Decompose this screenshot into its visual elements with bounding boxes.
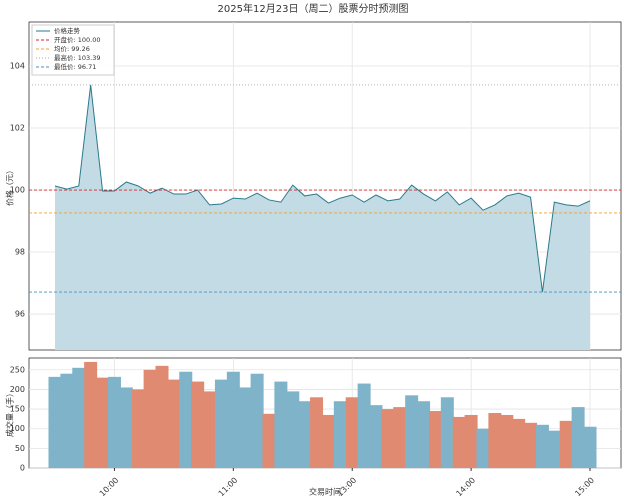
y-tick-label: 200 bbox=[10, 385, 25, 394]
x-tick-label: 14:00 bbox=[454, 476, 477, 499]
volume-bar bbox=[369, 405, 383, 468]
volume-bar bbox=[345, 397, 359, 468]
volume-bar bbox=[155, 365, 169, 468]
x-tick-label: 10:00 bbox=[98, 476, 121, 499]
volume-bar bbox=[131, 389, 145, 468]
volume-bar bbox=[107, 376, 121, 468]
y-tick-label: 100 bbox=[10, 186, 25, 195]
volume-bar bbox=[381, 409, 395, 468]
volume-bar bbox=[262, 413, 276, 468]
volume-bar bbox=[417, 401, 431, 468]
volume-bar bbox=[60, 373, 74, 468]
volume-bar bbox=[440, 397, 454, 468]
volume-bar bbox=[547, 430, 561, 468]
y-tick-label: 100 bbox=[10, 424, 25, 433]
legend-label: 均价: 99.26 bbox=[54, 44, 90, 53]
y-tick-label: 104 bbox=[10, 62, 25, 71]
y-tick-label: 96 bbox=[15, 310, 25, 319]
volume-bar bbox=[72, 367, 86, 468]
x-tick-label: 15:00 bbox=[573, 476, 596, 499]
volume-bar bbox=[571, 407, 585, 468]
volume-bar bbox=[357, 383, 371, 468]
volume-bar bbox=[203, 391, 217, 468]
volume-bar bbox=[333, 401, 347, 468]
legend-box bbox=[31, 24, 115, 76]
volume-bar bbox=[476, 428, 490, 468]
volume-bar bbox=[179, 371, 193, 468]
volume-bar bbox=[428, 411, 442, 468]
legend-label: 开盘价: 100.00 bbox=[54, 35, 101, 44]
y-tick-label: 250 bbox=[10, 365, 25, 374]
volume-bar bbox=[298, 401, 312, 468]
volume-bar bbox=[191, 381, 205, 468]
volume-bar bbox=[286, 391, 300, 468]
volume-bar bbox=[559, 420, 573, 468]
volume-bar bbox=[274, 381, 288, 468]
volume-bar bbox=[393, 407, 407, 468]
chart-title: 2025年12月23日（周二）股票分时预测图 bbox=[218, 2, 409, 15]
volume-bar bbox=[48, 376, 62, 468]
volume-bar bbox=[321, 414, 335, 468]
price-y-label: 价格（元） bbox=[5, 166, 15, 206]
volume-bar bbox=[250, 373, 264, 468]
legend-label: 价格走势 bbox=[54, 26, 81, 35]
volume-bar bbox=[535, 424, 549, 468]
price-area bbox=[55, 84, 590, 350]
volume-bar bbox=[464, 414, 478, 468]
volume-bar bbox=[119, 387, 133, 468]
volume-bar bbox=[583, 426, 597, 468]
legend-label: 最低价: 96.71 bbox=[54, 62, 96, 71]
volume-bar bbox=[167, 379, 181, 468]
volume-bar bbox=[500, 414, 514, 468]
y-tick-label: 98 bbox=[15, 248, 25, 257]
volume-bar bbox=[310, 397, 324, 468]
volume-bar bbox=[226, 371, 240, 468]
volume-bar bbox=[524, 422, 538, 468]
volume-bar bbox=[452, 416, 466, 468]
price-line bbox=[54, 84, 591, 293]
volume-bar bbox=[214, 379, 228, 468]
volume-bar bbox=[512, 418, 526, 468]
volume-bar bbox=[96, 377, 110, 468]
x-tick-label: 11:00 bbox=[217, 476, 240, 499]
volume-bar bbox=[84, 361, 98, 468]
volume-y-label: 成交量（手） bbox=[5, 389, 15, 437]
volume-bar bbox=[143, 369, 157, 468]
volume-bar bbox=[238, 387, 252, 468]
y-tick-label: 50 bbox=[15, 444, 25, 453]
legend-label: 最高价: 103.39 bbox=[54, 53, 101, 62]
x-label: 交易时间 bbox=[309, 487, 341, 497]
volume-bar bbox=[488, 413, 502, 468]
volume-bar bbox=[405, 395, 419, 468]
y-tick-label: 0 bbox=[20, 464, 25, 473]
y-tick-label: 102 bbox=[10, 124, 25, 133]
y-tick-label: 150 bbox=[10, 405, 25, 414]
